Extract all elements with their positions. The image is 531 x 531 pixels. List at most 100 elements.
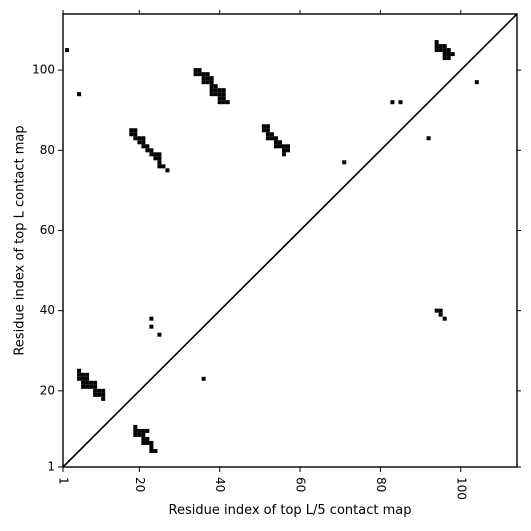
x-tick-label: 40	[213, 477, 227, 492]
y-tick-label: 1	[47, 460, 55, 474]
contact-cell-top-l5	[438, 308, 443, 313]
contact-cell-top-l5	[137, 428, 142, 433]
contact-cell-top-l	[213, 92, 218, 97]
contact-cell-top-l5	[81, 376, 86, 381]
contact-cell-top-l5	[93, 388, 98, 393]
contact-cell-top-l5	[149, 324, 154, 329]
contact-cell-top-l5	[442, 316, 447, 321]
contact-cell-top-l	[446, 52, 451, 57]
contact-cell-top-l	[221, 92, 226, 97]
diagonal-line	[62, 13, 518, 468]
x-tick-label: 20	[133, 477, 147, 492]
contact-cell-top-l	[217, 96, 222, 101]
contact-cell-top-l	[137, 136, 142, 141]
plot-frame	[62, 13, 518, 468]
contact-cell-top-l	[157, 156, 162, 161]
contact-cell-top-l	[225, 100, 230, 105]
x-tick-label: 80	[374, 477, 388, 492]
y-axis-label: Residue index of top L contact map	[13, 125, 28, 355]
contact-cell-top-l5	[93, 380, 98, 385]
contact-cell-top-l	[209, 84, 214, 89]
contact-cell-top-l	[285, 148, 290, 153]
contact-cell-top-l	[141, 136, 146, 141]
contact-cell-top-l5	[149, 448, 154, 453]
x-tick-label: 100	[454, 477, 468, 500]
contact-cell-top-l5	[97, 388, 102, 393]
contact-cell-top-l	[133, 136, 138, 141]
contact-cell-top-l	[434, 40, 439, 45]
contact-cell-top-l	[269, 136, 274, 141]
contact-cell-top-l	[209, 88, 214, 93]
contact-cell-top-l	[149, 148, 154, 153]
contact-cell-top-l	[281, 148, 286, 153]
y-tick-label: 60	[40, 223, 55, 237]
contact-cell-top-l	[193, 68, 198, 73]
contact-cell-top-l5	[157, 332, 162, 337]
contact-cell-top-l5	[85, 380, 90, 385]
contact-cell-top-l	[145, 144, 150, 149]
contact-cell-top-l	[450, 52, 455, 57]
contact-cell-top-l	[133, 128, 138, 133]
contact-cell-top-l	[141, 144, 146, 149]
y-tick-label: 40	[40, 303, 55, 317]
contact-cell-top-l5	[85, 384, 90, 389]
contact-cell-top-l5	[434, 308, 439, 313]
contact-cell-top-l	[213, 88, 218, 93]
contact-cell-top-l	[205, 80, 210, 85]
contact-cell-top-l	[157, 160, 162, 165]
contact-cell-top-l5	[141, 440, 146, 445]
contact-cell-top-l	[205, 72, 210, 77]
contact-cell-top-l	[265, 128, 270, 133]
contact-cell-top-l	[273, 140, 278, 145]
contact-cell-top-l5	[133, 428, 138, 433]
contact-cell-top-l	[442, 48, 447, 53]
contact-cell-top-l5	[149, 444, 154, 449]
contact-cell-top-l	[474, 80, 479, 85]
contact-cell-top-l5	[89, 384, 94, 389]
contact-cell-top-l	[213, 84, 218, 89]
contact-cell-top-l	[281, 144, 286, 149]
contact-cell-top-l	[398, 100, 403, 105]
x-axis-ticks: 1 20 40 60 80 100	[57, 10, 468, 500]
contact-cell-top-l	[201, 72, 206, 77]
y-tick-label: 20	[40, 383, 55, 397]
contact-cell-top-l5	[145, 436, 150, 441]
contact-cell-top-l	[261, 128, 266, 133]
contact-cell-top-l5	[133, 424, 138, 429]
contact-cell-top-l	[390, 100, 395, 105]
contact-cell-top-l5	[137, 432, 142, 437]
contact-cell-top-l	[265, 132, 270, 137]
contact-cell-top-l	[273, 144, 278, 149]
y-tick-label: 80	[40, 143, 55, 157]
contact-cell-top-l	[209, 92, 214, 97]
contact-cell-top-l	[145, 148, 150, 153]
contact-cell-top-l	[157, 164, 162, 169]
y-axis-ticks: 1 20 40 60 80 100	[32, 63, 521, 474]
contact-cell-top-l	[442, 56, 447, 61]
contact-cell-top-l	[265, 124, 270, 129]
contact-cell-top-l5	[81, 380, 86, 385]
contact-cell-top-l	[221, 88, 226, 93]
contact-cell-top-l	[129, 132, 134, 137]
contact-cell-top-l	[201, 80, 206, 85]
contact-cell-top-l5	[77, 368, 82, 373]
contact-cell-top-l	[129, 128, 134, 133]
contact-cell-top-l5	[141, 428, 146, 433]
contact-cell-top-l	[217, 92, 222, 97]
contact-cell-top-l	[193, 72, 198, 77]
contact-cell-top-l	[265, 136, 270, 141]
contact-cell-top-l5	[141, 436, 146, 441]
contact-cell-top-l	[157, 152, 162, 157]
contact-cell-top-l	[442, 52, 447, 57]
contact-cell-top-l5	[133, 432, 138, 437]
contact-cell-top-l	[137, 140, 142, 145]
contact-cell-top-l	[277, 140, 282, 145]
contact-cell-top-l5	[77, 372, 82, 377]
contact-cell-top-l5	[141, 432, 146, 437]
contact-cell-top-l5	[438, 312, 443, 317]
contact-cell-top-l5	[93, 384, 98, 389]
contact-cell-top-l	[153, 152, 158, 157]
contact-cell-top-l	[197, 68, 202, 73]
contact-cell-top-l	[261, 124, 266, 129]
